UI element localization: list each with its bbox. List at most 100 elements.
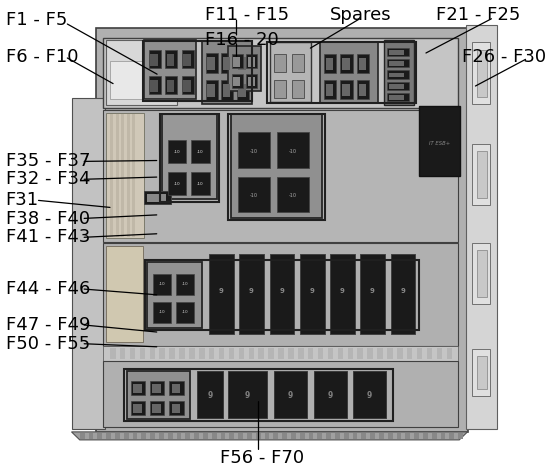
Bar — [168, 172, 186, 195]
Bar — [183, 54, 191, 66]
Bar — [116, 114, 119, 237]
Bar — [389, 84, 404, 89]
Bar — [182, 76, 194, 94]
Bar — [229, 348, 234, 359]
Bar — [389, 73, 404, 77]
Bar — [246, 54, 257, 68]
Bar — [169, 401, 184, 415]
Bar — [359, 84, 366, 96]
Bar — [150, 348, 155, 359]
Text: F41 - F43: F41 - F43 — [6, 228, 90, 246]
Bar — [229, 433, 234, 439]
Bar — [160, 114, 219, 202]
Bar — [130, 348, 135, 359]
Text: IT ESB+: IT ESB+ — [430, 141, 450, 145]
Bar — [165, 50, 177, 68]
Bar — [150, 401, 164, 415]
Bar — [270, 254, 294, 334]
Bar — [120, 348, 125, 359]
Bar — [238, 433, 243, 439]
Bar — [223, 84, 230, 97]
Bar — [344, 433, 349, 439]
Bar — [185, 433, 190, 439]
Bar — [143, 41, 252, 101]
Text: F47 - F49: F47 - F49 — [6, 316, 90, 334]
Bar — [387, 48, 409, 56]
Text: F11 - F15: F11 - F15 — [205, 6, 289, 24]
Bar — [405, 433, 410, 439]
Bar — [153, 274, 170, 295]
Bar — [148, 76, 161, 94]
Bar — [308, 348, 314, 359]
Bar — [89, 433, 94, 439]
Bar — [207, 84, 215, 97]
Bar — [370, 433, 375, 439]
Bar — [150, 381, 164, 395]
Bar — [389, 50, 404, 55]
Bar — [326, 84, 333, 96]
Text: -10: -10 — [174, 150, 180, 153]
Bar — [466, 25, 497, 429]
Bar — [144, 191, 170, 204]
Bar — [110, 114, 113, 237]
Bar — [96, 28, 468, 432]
Bar — [338, 348, 343, 359]
Bar — [472, 349, 490, 396]
Bar — [191, 172, 210, 195]
Bar — [300, 433, 305, 439]
Bar — [152, 404, 161, 413]
Bar — [258, 348, 264, 359]
Bar — [126, 371, 190, 419]
Text: 9: 9 — [367, 390, 372, 400]
Bar — [147, 194, 166, 202]
Bar — [203, 433, 208, 439]
Bar — [103, 243, 458, 346]
Bar — [103, 361, 458, 427]
Bar — [342, 58, 350, 70]
Bar — [223, 57, 230, 70]
Bar — [389, 95, 404, 100]
Bar — [115, 433, 120, 439]
Bar — [238, 84, 246, 97]
Bar — [80, 433, 85, 439]
Bar — [177, 433, 182, 439]
Bar — [318, 348, 323, 359]
Text: F35 - F37: F35 - F37 — [6, 152, 90, 170]
Text: 9: 9 — [400, 288, 405, 294]
Bar — [414, 433, 419, 439]
Bar — [236, 53, 249, 73]
Bar — [477, 356, 487, 389]
Text: 9: 9 — [370, 288, 375, 294]
Bar — [387, 59, 409, 67]
Bar — [397, 433, 402, 439]
Bar — [278, 348, 284, 359]
Bar — [212, 433, 217, 439]
Bar — [147, 262, 202, 328]
Bar — [124, 369, 393, 421]
Bar — [167, 80, 174, 92]
Bar — [232, 74, 243, 88]
Bar — [206, 53, 218, 73]
Text: -10: -10 — [289, 149, 297, 153]
Bar — [133, 384, 142, 393]
Bar — [103, 110, 458, 242]
Bar — [277, 177, 309, 212]
Bar — [239, 348, 244, 359]
Bar — [335, 433, 340, 439]
Bar — [419, 106, 460, 176]
Bar — [384, 40, 414, 105]
Bar — [477, 151, 487, 198]
Bar — [291, 433, 296, 439]
Bar — [110, 61, 143, 99]
Text: -10: -10 — [197, 182, 204, 185]
Text: -10: -10 — [158, 311, 165, 314]
Bar — [292, 80, 304, 98]
Bar — [388, 433, 393, 439]
Bar — [387, 70, 409, 79]
Bar — [106, 246, 143, 342]
Bar — [209, 254, 234, 334]
Bar — [387, 348, 393, 359]
Bar — [277, 132, 309, 168]
Bar — [472, 243, 490, 304]
Bar — [472, 144, 490, 205]
